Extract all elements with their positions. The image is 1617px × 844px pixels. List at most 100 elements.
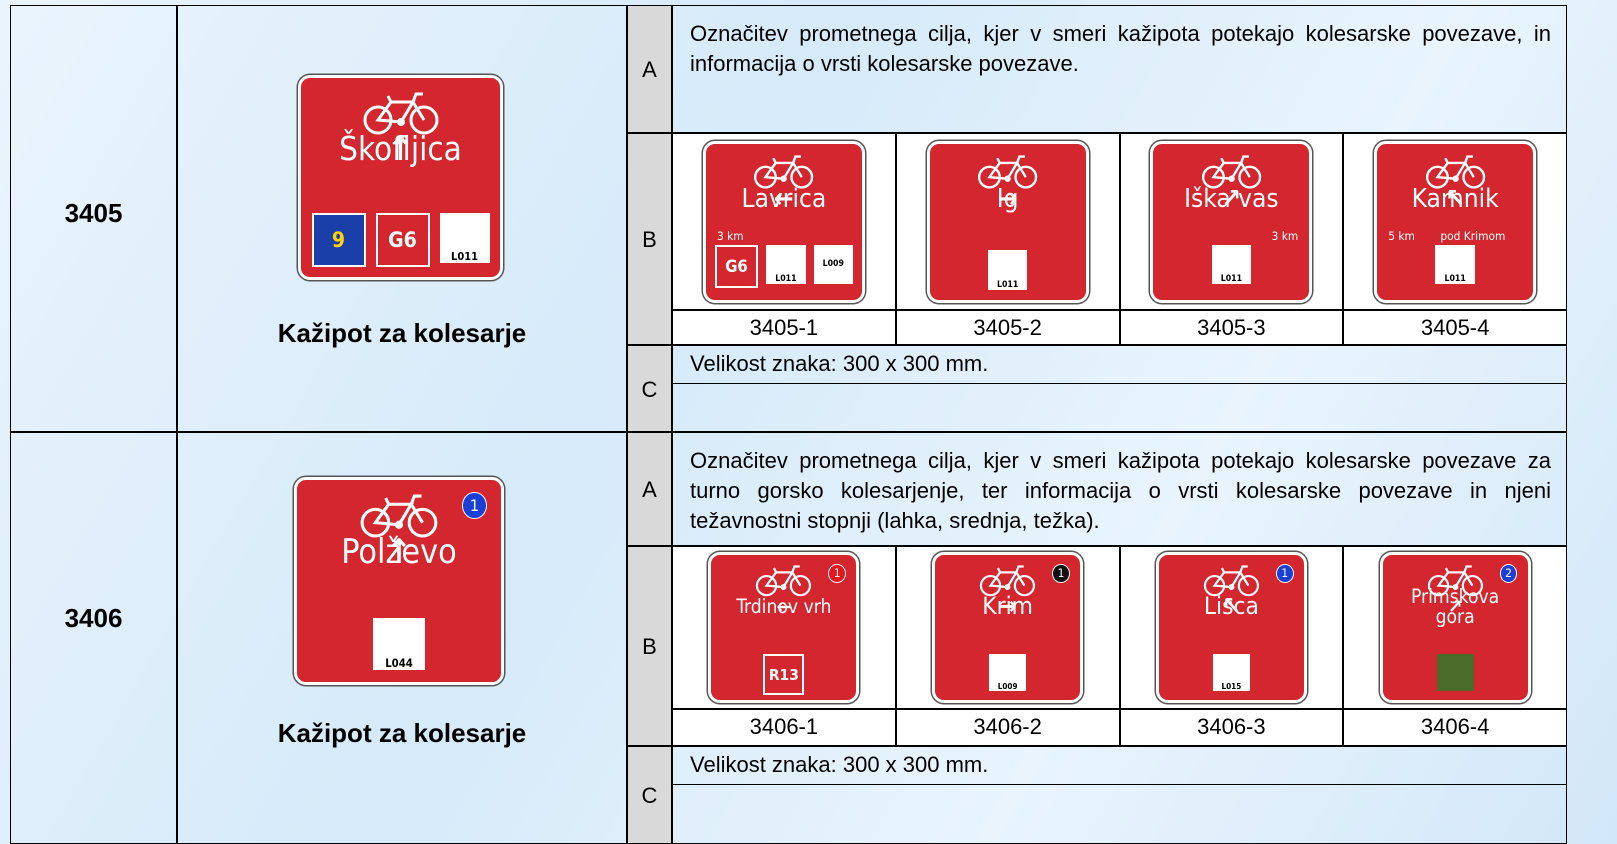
content-cell [672,5,1567,133]
difficulty-badge: 1 [828,563,847,583]
destination: Polževo [341,531,457,571]
sign-icon-row [1153,154,1309,190]
sign-label: L044 [373,618,425,670]
sign-icon-row [711,565,856,597]
sign-icon-row [935,565,1080,597]
sign: 1 ↑ Polževo L044 [294,477,504,685]
arrow: → [997,183,1018,214]
letter-cell [627,133,672,345]
sign: 1 ← Trdinov vrh R13 [708,552,860,703]
bike-icon [1425,154,1485,189]
sign-code: 3406 [64,603,123,633]
destination: Iška vas [1184,183,1279,214]
size-text: Velikost znaka: 300 x 300 mm. [690,351,989,376]
sign-id: 3405-3 [1197,315,1266,340]
divider [672,383,1567,384]
arrow: → [998,591,1017,621]
arrow: ↑ [388,128,413,168]
sign-label: L009 [813,244,853,285]
sign-id: 3406-4 [1420,714,1490,739]
sign-code: 3405 [64,198,123,228]
letter-cell [627,5,672,133]
sign-icon-row [1383,565,1528,597]
arrow: ↗ [1447,594,1463,618]
divider [672,784,1567,785]
content-cell [672,432,1567,546]
description: Označitev prometnega cilja, kjer v smeri… [690,21,1551,76]
sign-id: 3406-1 [749,714,819,739]
sign-name: Kažipot za kolesarje [277,718,527,748]
destination: Krim [982,591,1033,621]
distance: 5 km [1388,228,1415,243]
bike-icon [754,154,814,189]
sign-label: G6 [375,213,430,267]
letter-cell [627,546,672,746]
sign-labels: L015 [1159,654,1304,692]
sign-id: 3406-3 [1197,714,1266,739]
bike-icon [1427,565,1483,597]
sign-labels [1383,654,1528,692]
difficulty-badge: 1 [1275,563,1294,583]
id-cell [1119,709,1344,746]
sign-labels: R13 [711,654,856,696]
destination: Ig [996,183,1019,214]
sign-id: 3406-2 [973,714,1042,739]
destination: Trdinov vrh [736,594,832,618]
bike-icon [363,92,438,135]
sign-name: Kažipot za kolesarje [277,318,527,348]
sign-labels: 9 G6 L011 [301,213,500,267]
sign-id: 3405-2 [973,315,1042,340]
sign-label [1436,654,1474,692]
destination: Kamnik [1411,183,1499,214]
id-cell [672,310,896,345]
section-letter: C [641,783,658,808]
sign-labels: L011 [930,250,1086,290]
section-letter: B [642,227,657,252]
bike-icon [977,154,1038,189]
bike-icon [979,565,1036,597]
sign-labels: L011 [1153,244,1309,285]
id-cell [1119,310,1344,345]
sign: Iška vas ↗ 3 km L011 [1150,140,1313,303]
sign-label: 9 [311,213,366,267]
section-letter: A [642,477,657,502]
section-letter: B [642,634,657,659]
code-cell [10,5,177,432]
description: Označitev prometnega cilja, kjer v smeri… [690,448,1551,533]
sign-label: L011 [1211,244,1252,285]
code-cell [10,432,177,844]
distance: 3 km [1271,228,1299,243]
letter-cell [627,746,672,844]
sign-icon-row [301,92,500,136]
bike-icon [1201,154,1262,189]
section-letter: A [642,57,657,82]
destination: Lavrica [741,183,827,214]
sign-labels: G6 L011 L009 [706,244,862,289]
sign-label: L009 [989,654,1027,692]
sign: 1 ↖ Lisca L015 [1155,552,1307,703]
id-cell [1343,310,1567,345]
id-cell [672,709,896,746]
note: pod Krimom [1440,228,1506,243]
sign-label: L011 [987,250,1028,290]
sign-id: 3405-1 [749,315,819,340]
sign-icon-row [706,154,862,190]
bike-icon [360,494,438,538]
content-cell [672,345,1567,432]
sign-icon-row [1377,154,1533,190]
sign: ↑ Škofljica 9 G6 L011 [298,75,503,280]
sign-labels: L044 [297,618,501,670]
sign-cell [177,5,627,432]
sign-icon-row [930,154,1086,190]
sign-labels: L011 [1377,244,1533,285]
sign: Ig → L011 [926,140,1089,303]
size-text: Velikost znaka: 300 x 300 mm. [690,752,989,777]
difficulty-badge: 2 [1499,563,1518,583]
sign-label: L011 [439,213,490,263]
difficulty-badge: 1 [1052,563,1070,583]
sign-icon-row [297,494,501,539]
arrow: ← [774,183,794,214]
bike-icon [1203,565,1259,597]
sign-label: G6 [714,244,759,289]
